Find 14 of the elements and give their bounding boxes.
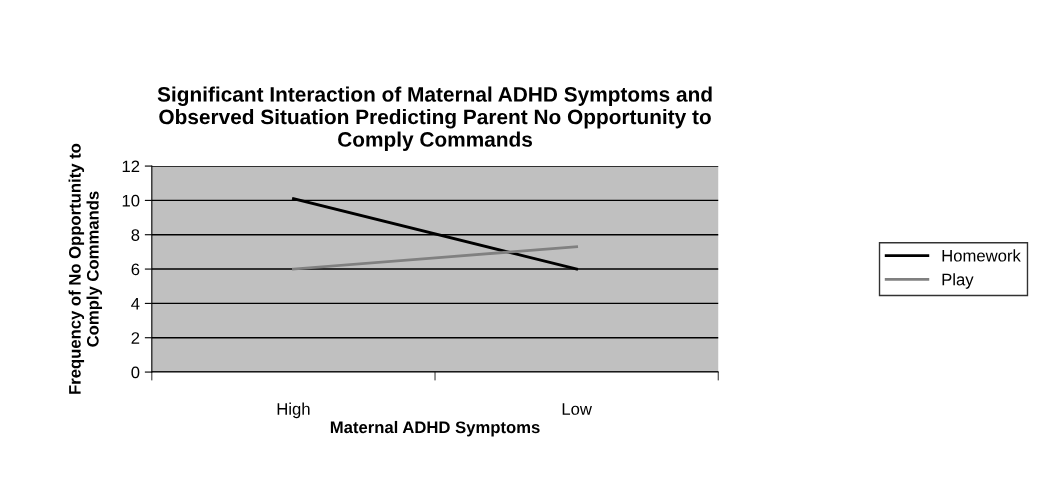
y-tick-label: 2 [131, 332, 140, 344]
y-tick-label: 6 [131, 263, 140, 276]
y-tick-label: 8 [131, 229, 140, 241]
y-tick-label: 0 [131, 366, 140, 379]
x-tick-label: Low [562, 403, 592, 415]
x-tick-label: High [277, 402, 310, 419]
x-axis-title: Maternal ADHD Symptoms [330, 420, 540, 437]
chart-title: Significant Interaction of Maternal ADHD Symptoms and Observed Situation Predicting Parent No Opportunity to Comply Commands [157, 86, 712, 151]
y-tick-label: 10 [122, 194, 140, 207]
legend-label: Homework [942, 249, 1021, 262]
y-tick-label: 4 [131, 297, 140, 310]
legend-label: Play [942, 273, 974, 289]
y-tick-label: 12 [122, 160, 140, 173]
y-axis-title: Frequency of No Opportunity to Comply Commands [68, 143, 103, 394]
